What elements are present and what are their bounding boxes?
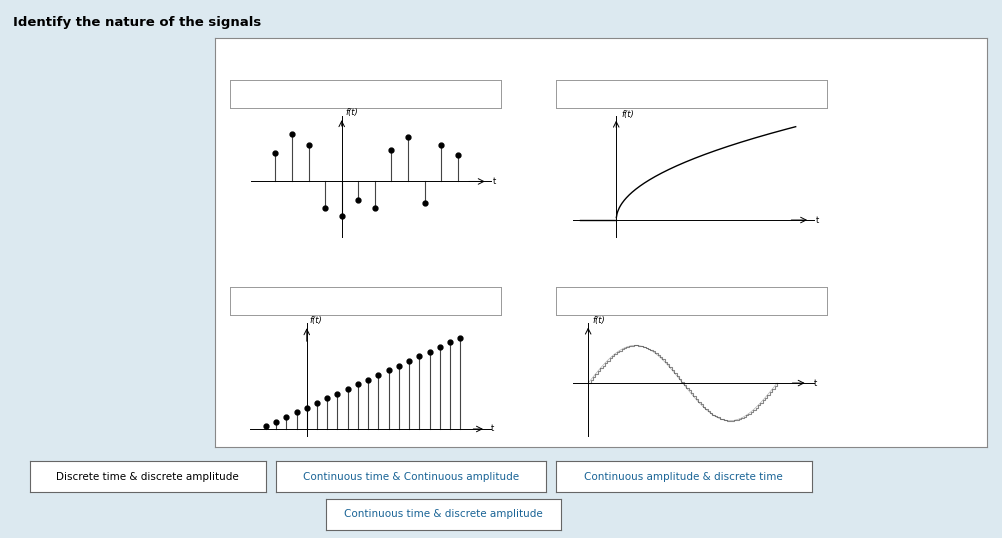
Text: f(t): f(t) — [621, 110, 634, 119]
Text: t: t — [814, 379, 817, 387]
Text: f(t): f(t) — [592, 316, 605, 324]
Text: Continuous time & discrete amplitude: Continuous time & discrete amplitude — [344, 509, 543, 519]
Text: t: t — [816, 216, 819, 224]
Text: Continuous time & Continuous amplitude: Continuous time & Continuous amplitude — [303, 472, 519, 482]
Text: t: t — [491, 424, 494, 434]
Text: f(t): f(t) — [310, 316, 323, 325]
Text: t: t — [493, 177, 496, 186]
Text: Identify the nature of the signals: Identify the nature of the signals — [13, 16, 262, 29]
Text: Continuous amplitude & discrete time: Continuous amplitude & discrete time — [584, 472, 784, 482]
Text: Discrete time & discrete amplitude: Discrete time & discrete amplitude — [56, 472, 239, 482]
Text: f(t): f(t) — [345, 108, 358, 117]
